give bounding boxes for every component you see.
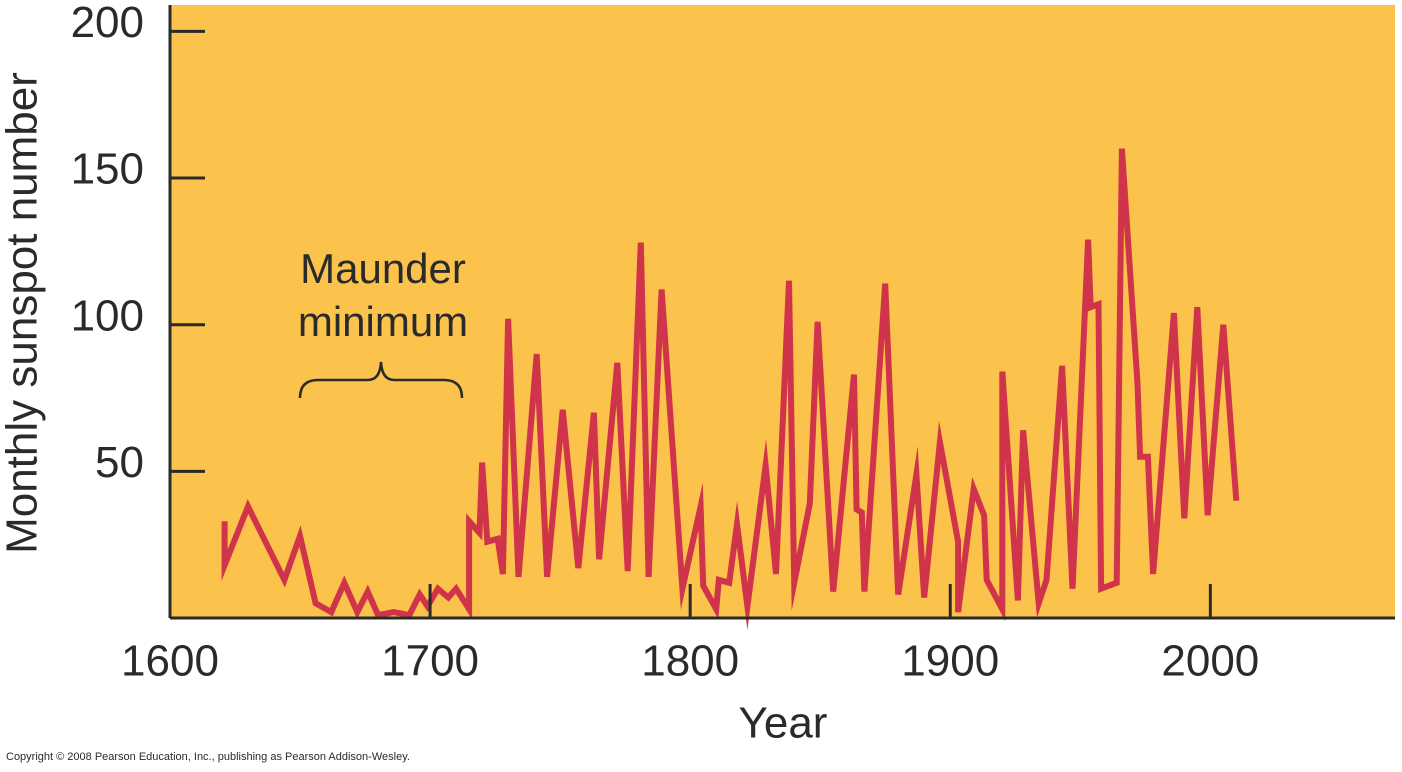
copyright: Copyright © 2008 Pearson Education, Inc.… bbox=[6, 751, 410, 763]
y-tick-label: 100 bbox=[71, 291, 144, 340]
annotation: Maunder bbox=[300, 245, 466, 292]
plot-background bbox=[170, 5, 1395, 618]
y-tick-label: 200 bbox=[71, 0, 144, 47]
data-line bbox=[221, 148, 1240, 630]
x-tick-label: 1900 bbox=[901, 637, 999, 686]
x-axis-label: Year bbox=[739, 699, 828, 748]
x-tick-label: 2000 bbox=[1161, 637, 1259, 686]
x-tick-label: 1800 bbox=[641, 637, 739, 686]
annotation: minimum bbox=[298, 298, 468, 345]
y-tick-label: 50 bbox=[95, 438, 144, 487]
brace bbox=[298, 361, 464, 399]
y-tick-label: 150 bbox=[71, 145, 144, 194]
x-tick-label: 1700 bbox=[381, 637, 479, 686]
y-axis-label: Monthly sunspot number bbox=[0, 72, 47, 554]
x-tick-label: 1600 bbox=[121, 637, 219, 686]
